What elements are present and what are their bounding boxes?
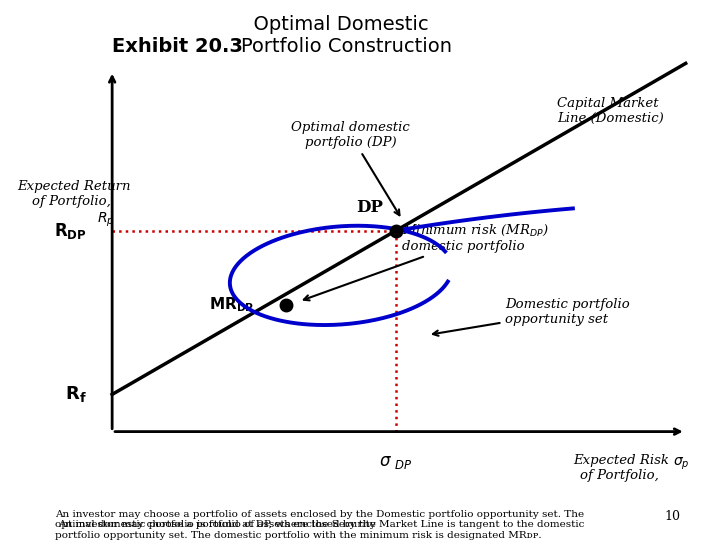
Text: $\sigma$ $_{DP}$: $\sigma$ $_{DP}$	[379, 454, 413, 471]
Text: Optimal Domestic
Portfolio Construction: Optimal Domestic Portfolio Construction	[241, 15, 452, 56]
Text: $\mathbf{R_{DP}}$: $\mathbf{R_{DP}}$	[53, 221, 86, 241]
Text: 10: 10	[664, 510, 680, 523]
Text: Optimal domestic
portfolio (DP): Optimal domestic portfolio (DP)	[291, 121, 410, 215]
Text: $\mathbf{MR_{DP}}$: $\mathbf{MR_{DP}}$	[209, 296, 254, 314]
Text: An investor may choose a portfolio of assets enclosed by the: An investor may choose a portfolio of as…	[58, 520, 379, 529]
Text: Expected Risk
of Portfolio,: Expected Risk of Portfolio,	[573, 454, 669, 482]
Text: An investor may choose a portfolio of assets enclosed by the Domestic portfolio : An investor may choose a portfolio of as…	[55, 510, 585, 540]
Text: DP: DP	[356, 199, 383, 216]
Text: $\sigma_p$: $\sigma_p$	[672, 456, 689, 472]
Text: $R_p$: $R_p$	[97, 211, 114, 229]
Text: Capital Market
Line (Domestic): Capital Market Line (Domestic)	[557, 97, 664, 125]
Text: $\mathbf{R_f}$: $\mathbf{R_f}$	[65, 384, 86, 404]
Text: Minimum risk (MR$_{DP}$)
domestic portfolio: Minimum risk (MR$_{DP}$) domestic portfo…	[304, 223, 549, 300]
Text: Domestic portfolio
opportunity set: Domestic portfolio opportunity set	[433, 298, 630, 336]
Text: Exhibit 20.3: Exhibit 20.3	[112, 37, 243, 56]
Text: Expected Return
of Portfolio,: Expected Return of Portfolio,	[17, 180, 130, 207]
